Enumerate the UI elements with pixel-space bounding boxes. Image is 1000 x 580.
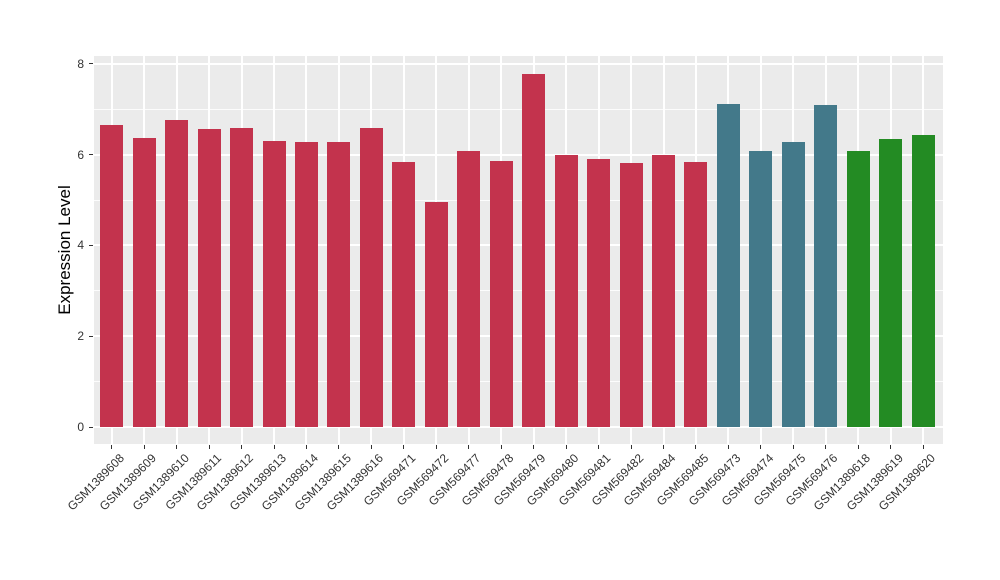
y-tick-label-0: 0	[77, 420, 84, 434]
y-tick-mark-0	[89, 426, 93, 428]
x-tick-mark-GSM569472	[435, 445, 437, 449]
bar-GSM1389620	[911, 135, 935, 427]
x-tick-mark-GSM569475	[792, 445, 794, 449]
x-tick-mark-GSM569479	[533, 445, 535, 449]
bar-GSM1389612	[230, 128, 254, 427]
bar-GSM1389616	[359, 128, 383, 427]
bar-GSM569478	[489, 160, 513, 427]
x-tick-mark-GSM1389611	[208, 445, 210, 449]
x-tick-mark-GSM569484	[663, 445, 665, 449]
gridline-minor-y-1	[94, 381, 943, 383]
bar-GSM569474	[749, 150, 773, 427]
x-tick-mark-GSM569476	[825, 445, 827, 449]
gridline-minor-y-5	[94, 199, 943, 201]
y-tick-mark-4	[89, 244, 93, 246]
bar-GSM569482	[619, 163, 643, 427]
gridline-minor-y-3	[94, 290, 943, 292]
x-tick-mark-GSM1389610	[176, 445, 178, 449]
y-tick-label-8: 8	[77, 56, 84, 71]
y-tick-mark-2	[89, 335, 93, 337]
x-tick-mark-GSM1389616	[370, 445, 372, 449]
x-tick-mark-GSM1389619	[890, 445, 892, 449]
x-tick-mark-GSM569480	[565, 445, 567, 449]
bar-GSM1389618	[846, 150, 870, 427]
bar-GSM569480	[554, 154, 578, 427]
x-tick-mark-GSM1389618	[857, 445, 859, 449]
bar-GSM1389615	[327, 141, 351, 427]
y-tick-label-2: 2	[77, 329, 84, 344]
bar-GSM569481	[587, 158, 611, 427]
bar-GSM569472	[424, 202, 448, 427]
x-tick-mark-GSM1389613	[273, 445, 275, 449]
x-tick-mark-GSM569478	[500, 445, 502, 449]
x-tick-mark-GSM1389615	[338, 445, 340, 449]
bar-GSM569475	[781, 142, 805, 427]
bar-GSM1389614	[294, 142, 318, 427]
bar-GSM1389613	[262, 141, 286, 427]
bar-GSM569476	[814, 105, 838, 427]
bar-GSM569473	[716, 103, 740, 427]
x-tick-mark-GSM569473	[727, 445, 729, 449]
gridline-major-y-4	[94, 244, 943, 247]
bar-GSM569471	[392, 162, 416, 427]
bar-GSM1389611	[197, 129, 221, 427]
bar-GSM569477	[457, 150, 481, 427]
y-tick-label-4: 4	[77, 238, 84, 253]
gridline-major-y-8	[94, 62, 943, 65]
x-tick-mark-GSM1389609	[143, 445, 145, 449]
bar-GSM1389610	[165, 120, 189, 427]
x-tick-mark-GSM569481	[598, 445, 600, 449]
y-tick-mark-6	[89, 154, 93, 156]
gridline-minor-y-7	[94, 108, 943, 110]
x-tick-mark-GSM1389608	[111, 445, 113, 449]
x-tick-mark-GSM569474	[760, 445, 762, 449]
y-tick-mark-8	[89, 63, 93, 65]
bar-GSM1389608	[100, 125, 124, 427]
x-tick-mark-GSM569477	[468, 445, 470, 449]
x-tick-mark-GSM569471	[403, 445, 405, 449]
gridline-major-y-6	[94, 153, 943, 156]
x-tick-mark-GSM569482	[630, 445, 632, 449]
gridline-major-y-2	[94, 335, 943, 338]
x-tick-mark-GSM1389612	[241, 445, 243, 449]
bar-GSM569485	[684, 162, 708, 427]
plot-panel	[94, 56, 943, 444]
gridline-major-y-0	[94, 426, 943, 428]
bar-GSM1389619	[879, 139, 903, 427]
x-tick-mark-GSM1389614	[305, 445, 307, 449]
x-tick-mark-GSM1389620	[922, 445, 924, 449]
bar-GSM1389609	[132, 137, 156, 427]
bar-GSM569479	[522, 74, 546, 427]
x-tick-mark-GSM569485	[695, 445, 697, 449]
y-tick-label-6: 6	[77, 147, 84, 162]
bar-GSM569484	[652, 154, 676, 427]
